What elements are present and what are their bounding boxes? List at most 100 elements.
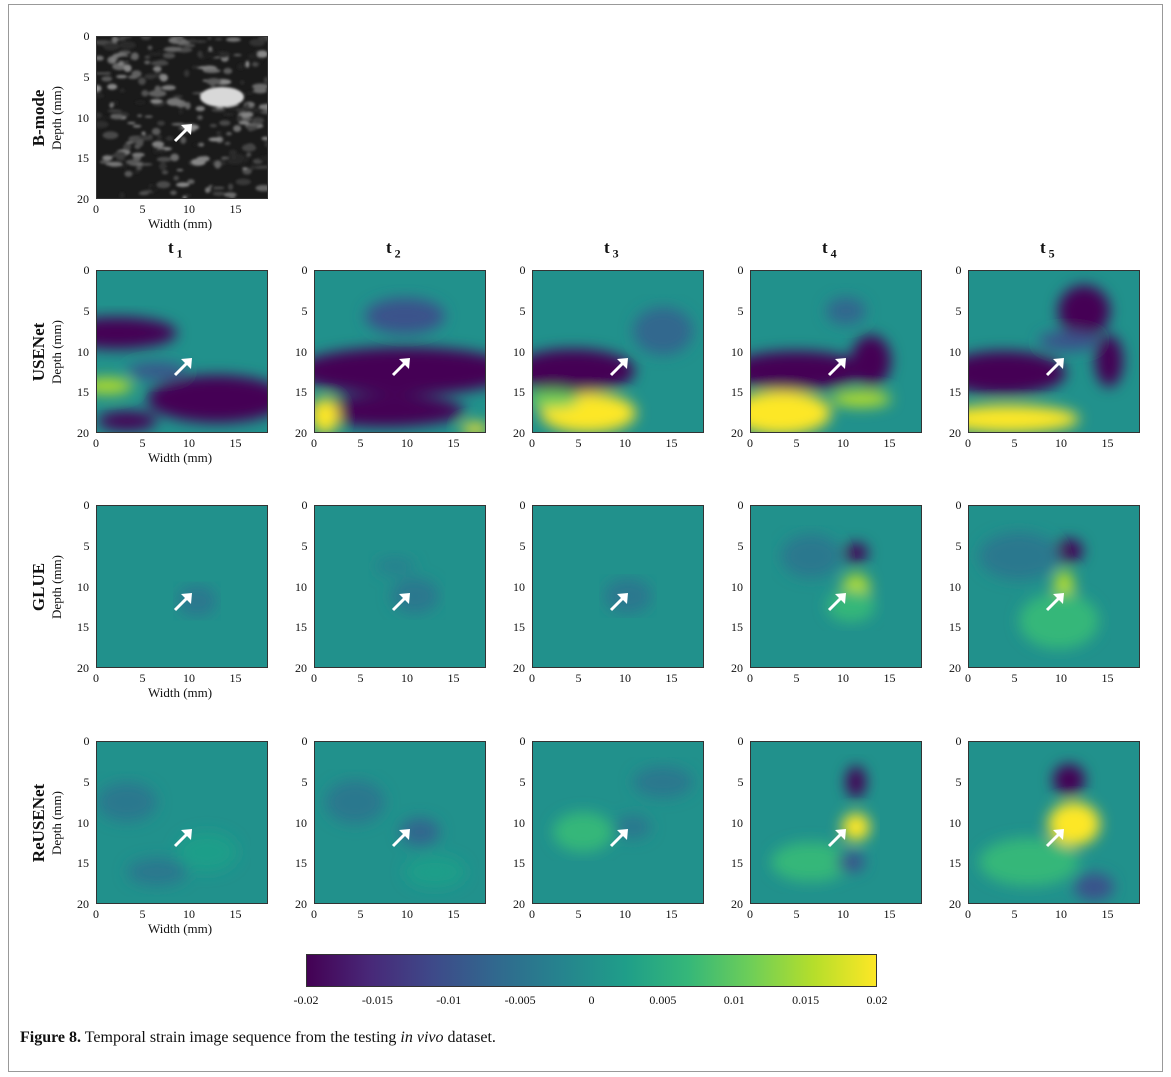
width-tick-label: 10 (400, 671, 413, 685)
depth-tick-label: 0 (301, 498, 308, 512)
depth-tick-label: 20 (295, 426, 307, 440)
speckle (116, 158, 126, 161)
speckle (170, 37, 176, 42)
speckle (241, 144, 257, 152)
colorbar-tick-label: -0.02 (293, 993, 319, 1007)
strain-region (127, 858, 187, 886)
depth-tick-label: 5 (955, 774, 962, 789)
depth-tick-label: 15 (513, 385, 525, 400)
speckle (216, 131, 222, 135)
y-axis-label: Depth (mm) (49, 790, 64, 855)
width-tick-label: 15 (1101, 671, 1114, 685)
speckle (176, 168, 184, 172)
speckle (132, 124, 142, 128)
depth-tick-label: 5 (83, 69, 90, 84)
arrow-icon (173, 593, 192, 612)
speckle (176, 182, 190, 188)
speckle (197, 115, 203, 120)
strain-region (461, 423, 485, 432)
speckle (227, 183, 234, 191)
width-tick-label: 10 (400, 907, 413, 921)
width-tick-label: 5 (1011, 907, 1018, 921)
row-label: GLUE Depth (mm) (29, 512, 67, 662)
speckle (227, 153, 245, 162)
strain-region (147, 375, 267, 423)
speckle (257, 50, 267, 58)
strain-region (315, 395, 465, 427)
speckle (97, 55, 104, 61)
speckle (159, 162, 167, 171)
width-tick-label: 10 (400, 436, 413, 450)
speckle (156, 148, 167, 153)
speckle (238, 121, 250, 125)
speckle (133, 171, 140, 174)
speckle (263, 76, 267, 84)
speckle (215, 107, 224, 110)
width-tick-label: 10 (1054, 436, 1067, 450)
speckle (240, 80, 245, 85)
depth-tick-label: 20 (949, 661, 961, 675)
width-tick-label: 5 (139, 907, 146, 921)
speckle (173, 175, 179, 181)
strain-region (633, 766, 693, 798)
column-title: t 1 (168, 238, 183, 261)
speckle (141, 131, 146, 136)
speckle (202, 68, 221, 73)
width-tick-label: 10 (182, 202, 195, 216)
width-tick-label: 5 (793, 671, 800, 685)
width-tick-label: 10 (836, 436, 849, 450)
speckle (206, 78, 222, 85)
strain-region (553, 812, 613, 852)
strain-region (1055, 539, 1083, 563)
depth-tick-label: 5 (83, 538, 90, 553)
strain-region (177, 832, 237, 872)
speckle (136, 138, 144, 147)
speckle (161, 170, 169, 175)
strain-image (97, 742, 267, 903)
strain-panel (532, 270, 704, 433)
speckle (151, 141, 165, 148)
width-tick-label: 0 (311, 436, 317, 450)
arrow-icon (1045, 829, 1064, 848)
speckle (127, 121, 136, 125)
width-tick-label: 10 (182, 671, 195, 685)
strain-image (533, 271, 703, 432)
speckle (245, 60, 250, 68)
depth-tick-label: 20 (949, 897, 961, 911)
strain-panel (968, 270, 1140, 433)
speckle (182, 194, 191, 197)
strain-image (751, 742, 921, 903)
depth-tick-label: 15 (513, 620, 525, 635)
row-title: USENet (29, 322, 48, 381)
width-tick-label: 15 (665, 671, 678, 685)
strain-image (969, 742, 1139, 903)
speckle (141, 135, 153, 141)
depth-tick-label: 5 (83, 774, 90, 789)
strain-region (315, 398, 339, 432)
speckle (235, 178, 251, 186)
row-title: B-mode (29, 89, 48, 146)
strain-region (1039, 331, 1099, 351)
depth-tick-label: 20 (513, 661, 525, 675)
strain-region (633, 307, 693, 355)
bright-region (200, 87, 244, 107)
speckle (116, 74, 128, 79)
speckle (125, 159, 139, 165)
speckle (184, 44, 196, 48)
speckle (219, 120, 231, 126)
depth-tick-label: 0 (955, 498, 962, 512)
x-axis-label: Width (mm) (148, 216, 213, 231)
speckle (244, 102, 250, 110)
width-tick-label: 0 (93, 202, 99, 216)
speckle (102, 131, 119, 140)
strain-region (400, 818, 440, 846)
width-tick-label: 0 (747, 671, 753, 685)
speckle (113, 151, 127, 159)
depth-tick-label: 0 (83, 498, 90, 512)
speckle (210, 185, 217, 192)
width-tick-label: 5 (1011, 671, 1018, 685)
speckle (144, 55, 151, 59)
strain-region (771, 842, 851, 882)
width-tick-label: 0 (747, 907, 753, 921)
speckle (107, 83, 118, 90)
